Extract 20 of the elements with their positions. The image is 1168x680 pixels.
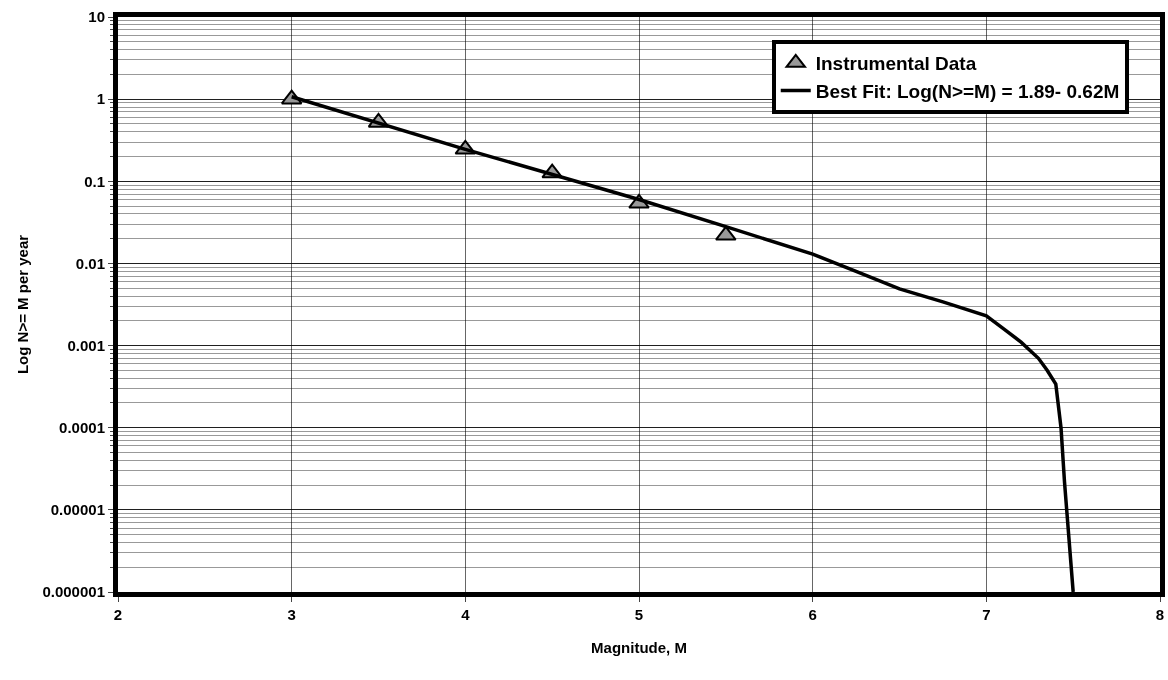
y-axis-title: Log N>= M per year <box>13 234 31 375</box>
x-tick-label: 5 <box>634 606 644 623</box>
y-tick-label: 0.01 <box>75 254 105 272</box>
y-tick-label: 0.00001 <box>50 501 105 519</box>
x-tick-label: 2 <box>113 606 123 623</box>
x-axis-title: Magnitude, M <box>591 639 687 656</box>
x-tick-label: 3 <box>287 606 296 623</box>
y-tick-label: 0.001 <box>67 336 105 354</box>
x-tick-label: 4 <box>461 606 471 623</box>
y-tick-label: 0.1 <box>84 172 105 190</box>
y-tick-label: 0.0001 <box>59 418 105 436</box>
point <box>715 225 737 241</box>
legend-label: Instrumental Data <box>815 53 977 75</box>
legend-label: Best Fit: Log(N>=M) = 1.89- 0.62M <box>815 80 1120 102</box>
x-tick-label: 6 <box>808 606 817 623</box>
x-tick-label: 7 <box>982 606 991 623</box>
y-tick-label: 10 <box>88 8 105 26</box>
y-tick-label: 1 <box>96 90 105 108</box>
x-tick-label: 8 <box>1155 606 1165 623</box>
y-tick-label: 0.000001 <box>42 583 105 601</box>
